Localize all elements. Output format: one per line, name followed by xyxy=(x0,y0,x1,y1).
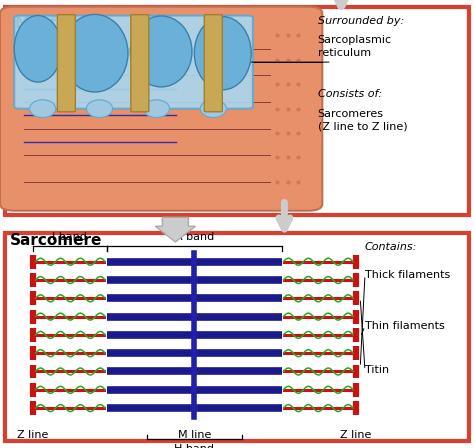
Text: Sarcomeres
(Z line to Z line): Sarcomeres (Z line to Z line) xyxy=(318,109,407,131)
Text: Consists of:: Consists of: xyxy=(318,89,382,99)
FancyBboxPatch shape xyxy=(5,7,469,215)
Text: Sarcomere: Sarcomere xyxy=(9,233,102,248)
Ellipse shape xyxy=(86,100,112,117)
FancyBboxPatch shape xyxy=(14,16,253,109)
Text: Thick filaments: Thick filaments xyxy=(365,270,450,280)
Text: A band: A band xyxy=(175,232,214,242)
Text: I band: I band xyxy=(53,232,87,242)
Ellipse shape xyxy=(143,100,169,117)
Text: Z line: Z line xyxy=(340,430,371,440)
Text: M line: M line xyxy=(178,430,211,440)
Text: Myofibril: Myofibril xyxy=(14,16,90,30)
Ellipse shape xyxy=(200,100,227,117)
Ellipse shape xyxy=(62,14,128,92)
FancyBboxPatch shape xyxy=(0,7,322,211)
Ellipse shape xyxy=(29,100,55,117)
Text: Z line: Z line xyxy=(18,430,49,440)
FancyBboxPatch shape xyxy=(57,15,75,112)
Text: H band: H band xyxy=(174,444,214,448)
Text: Surrounded by:: Surrounded by: xyxy=(318,16,404,26)
Text: Sarcoplasmic
reticulum: Sarcoplasmic reticulum xyxy=(318,35,392,58)
FancyBboxPatch shape xyxy=(5,233,469,441)
Text: Thin filaments: Thin filaments xyxy=(365,321,445,331)
FancyBboxPatch shape xyxy=(131,15,149,112)
Text: Titin: Titin xyxy=(365,366,389,375)
Text: Contains:: Contains: xyxy=(365,242,417,252)
Ellipse shape xyxy=(194,17,251,90)
Ellipse shape xyxy=(14,16,62,82)
Ellipse shape xyxy=(130,16,192,87)
FancyBboxPatch shape xyxy=(204,15,222,112)
